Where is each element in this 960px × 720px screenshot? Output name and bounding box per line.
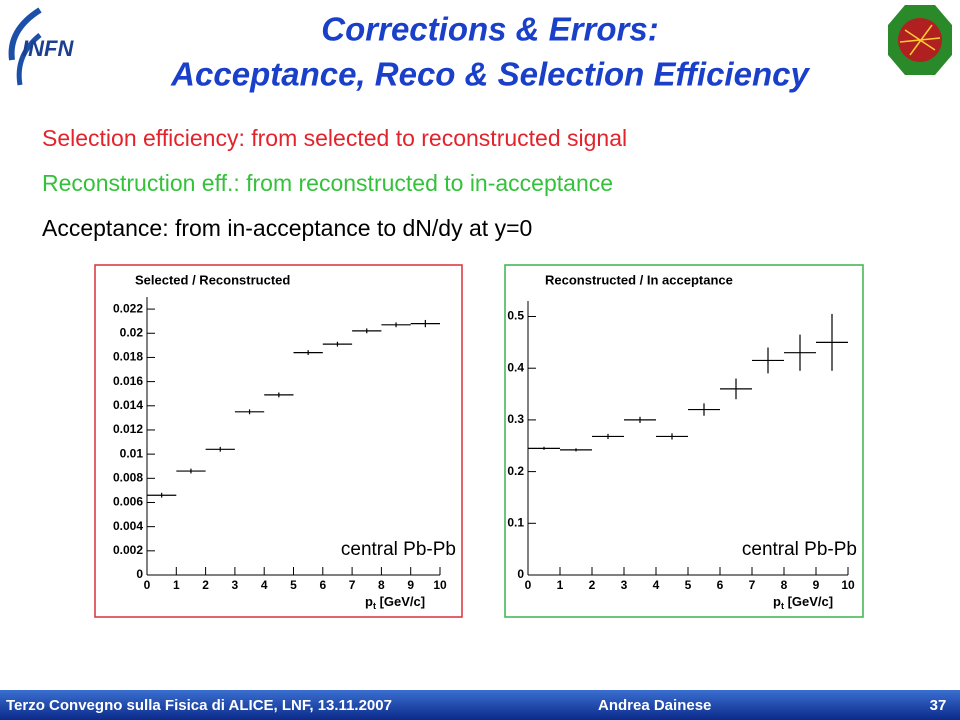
footer-event: Terzo Convegno sulla Fisica di ALICE, LN… xyxy=(6,697,392,714)
y-tick-label: 0.004 xyxy=(113,519,143,533)
y-tick-label: 0.006 xyxy=(113,495,143,509)
x-tick-label: 2 xyxy=(589,578,596,592)
x-tick-label: 8 xyxy=(781,578,788,592)
chart: Selected / Reconstructed 0 0.002 0.004 0.006… xyxy=(94,264,463,618)
infn-logo: INFN xyxy=(8,7,74,86)
x-tick-label: 6 xyxy=(717,578,724,592)
x-tick-label: 3 xyxy=(621,578,628,592)
chart: Reconstructed / In acceptance 0 0.1 0.2 0.3 0… xyxy=(504,264,864,618)
x-label-part: [GeV/c] xyxy=(784,594,833,609)
annotation: central Pb-Pb xyxy=(341,539,456,560)
footer-bar xyxy=(0,690,960,720)
y-tick-label: 0.02 xyxy=(120,325,144,339)
x-tick-label: 5 xyxy=(685,578,692,592)
logo-swoosh xyxy=(16,33,42,86)
chart-frame xyxy=(504,264,864,618)
y-tick-label: 0.022 xyxy=(113,301,143,315)
y-tick-label: 0.01 xyxy=(120,446,144,460)
y-tick-label: 0.018 xyxy=(113,350,143,364)
x-tick-label: 8 xyxy=(378,578,385,592)
logo-swoosh xyxy=(8,7,42,61)
bullet: Reconstruction eff.: from reconstructed … xyxy=(42,170,613,196)
y-tick-label: 0.002 xyxy=(113,543,143,557)
alice-logo xyxy=(888,5,952,75)
y-tick-label: 0.008 xyxy=(113,470,143,484)
x-tick-label: 2 xyxy=(202,578,209,592)
y-tick-label: 0.014 xyxy=(113,398,143,412)
x-tick-label: 10 xyxy=(433,578,447,592)
chart-frame xyxy=(94,264,463,618)
y-tick-label: 0.5 xyxy=(507,309,524,323)
x-tick-label: 5 xyxy=(290,578,297,592)
x-axis-label: pt [GeV/c] xyxy=(773,594,833,611)
y-tick-label: 0.1 xyxy=(507,515,524,529)
x-tick-label: 7 xyxy=(749,578,756,592)
slide-title: Corrections & Errors: xyxy=(321,11,658,48)
x-label-part: p xyxy=(365,594,373,609)
bullet: Acceptance: from in-acceptance to dN/dy … xyxy=(42,215,532,241)
footer-author: Andrea Dainese xyxy=(598,697,711,714)
annotation: central Pb-Pb xyxy=(742,539,857,560)
page-number: 37 xyxy=(930,697,947,714)
x-label-part: p xyxy=(773,594,781,609)
y-tick-label: 0.2 xyxy=(507,464,524,478)
logo-text: INFN xyxy=(22,36,74,61)
bullet: Selection efficiency: from selected to r… xyxy=(42,125,627,151)
y-tick-label: 0.012 xyxy=(113,422,143,436)
x-tick-label: 10 xyxy=(841,578,855,592)
x-tick-label: 4 xyxy=(653,578,660,592)
x-tick-label: 9 xyxy=(407,578,414,592)
x-label-sub: t xyxy=(373,601,376,611)
y-tick-label: 0.4 xyxy=(507,360,524,374)
chart-title: Reconstructed / In acceptance xyxy=(545,272,733,287)
y-tick-label: 0.016 xyxy=(113,374,143,388)
chart-title: Selected / Reconstructed xyxy=(135,272,290,287)
x-tick-label: 9 xyxy=(813,578,820,592)
x-axis-label: pt [GeV/c] xyxy=(365,594,425,611)
y-tick-label: 0 xyxy=(517,567,524,581)
x-label-sub: t xyxy=(781,601,784,611)
x-tick-label: 0 xyxy=(144,578,151,592)
x-tick-label: 4 xyxy=(261,578,268,592)
x-tick-label: 6 xyxy=(319,578,326,592)
y-tick-label: 0.3 xyxy=(507,412,524,426)
x-tick-label: 1 xyxy=(173,578,180,592)
y-tick-label: 0 xyxy=(136,567,143,581)
x-tick-label: 3 xyxy=(232,578,239,592)
x-tick-label: 7 xyxy=(349,578,356,592)
x-label-part: [GeV/c] xyxy=(376,594,425,609)
x-tick-label: 0 xyxy=(525,578,532,592)
slide-title: Acceptance, Reco & Selection Efficiency xyxy=(170,56,810,93)
x-tick-label: 1 xyxy=(557,578,564,592)
